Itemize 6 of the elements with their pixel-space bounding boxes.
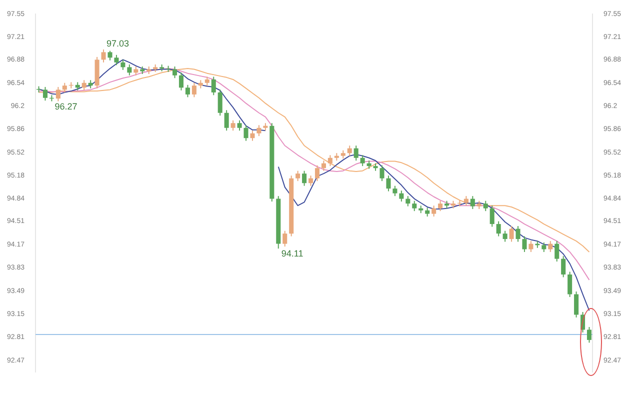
annotation: 94.11 [281, 248, 304, 259]
annotation: 97.03 [106, 38, 130, 48]
candlestick [146, 66, 152, 75]
annotation: 96.27 [54, 101, 78, 112]
candlestick [140, 66, 145, 75]
candlestick [380, 164, 384, 182]
